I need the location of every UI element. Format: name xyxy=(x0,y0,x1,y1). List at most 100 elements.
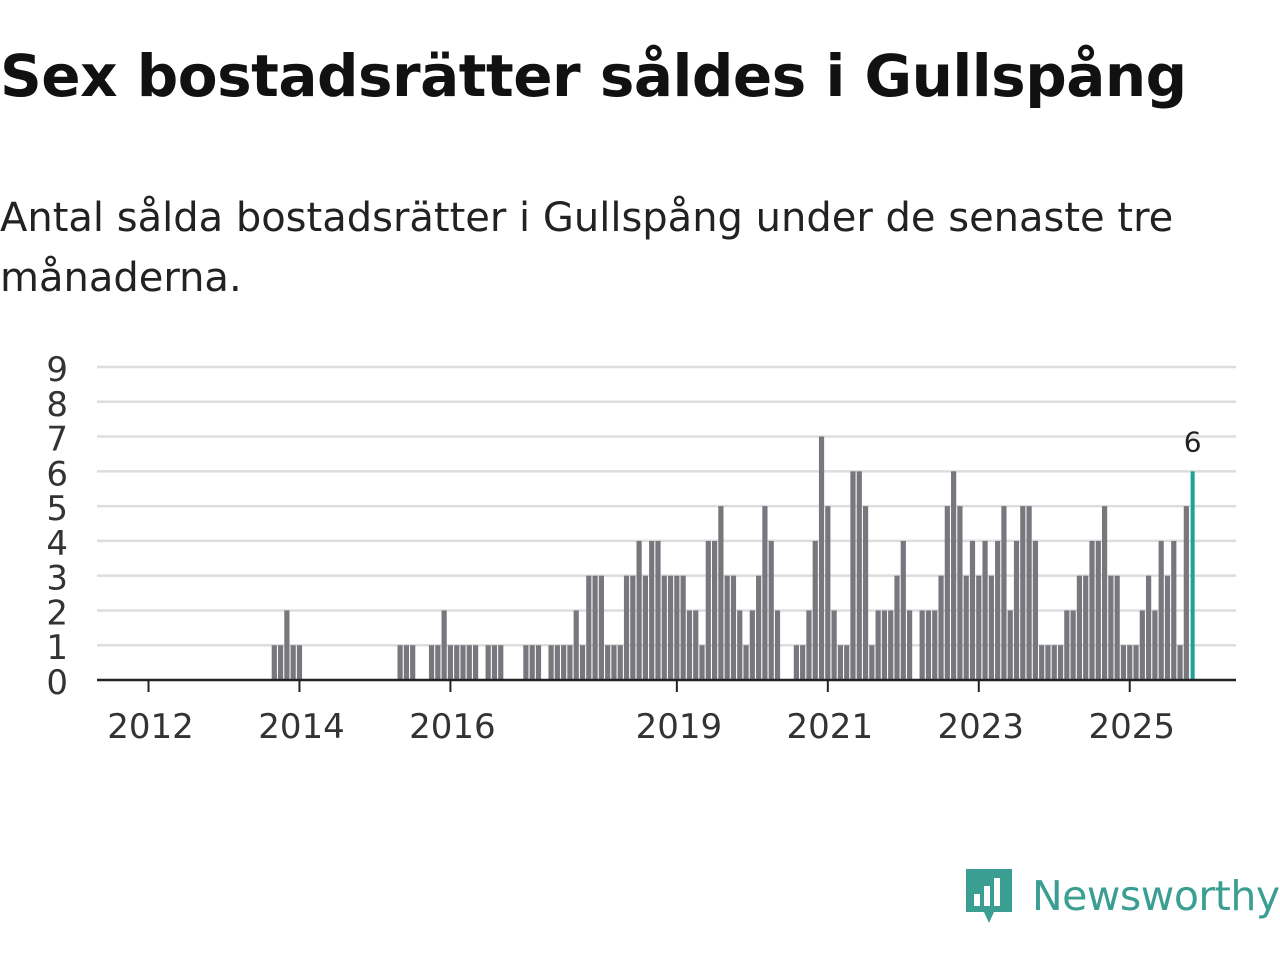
bar xyxy=(712,540,718,680)
bar xyxy=(290,645,296,680)
bar xyxy=(1076,575,1083,680)
bar xyxy=(598,575,604,680)
y-tick-label: 9 xyxy=(46,350,68,390)
bar xyxy=(818,436,825,680)
bar xyxy=(718,506,724,680)
bar xyxy=(1020,506,1026,680)
bar xyxy=(1127,645,1133,680)
bar xyxy=(554,645,560,680)
bar xyxy=(592,575,598,680)
bar xyxy=(856,471,862,680)
bar xyxy=(435,645,441,680)
bar xyxy=(1177,645,1183,680)
highlight-value-label: 6 xyxy=(1184,425,1202,458)
bar xyxy=(844,645,850,680)
bar xyxy=(1007,610,1013,680)
bar xyxy=(1026,506,1032,680)
bar xyxy=(561,645,567,680)
bar xyxy=(535,645,542,680)
brand-name: Newsworthy xyxy=(1032,872,1280,920)
bar xyxy=(1045,645,1051,680)
x-tick-label: 2023 xyxy=(938,707,1025,747)
bar xyxy=(969,540,976,680)
bar xyxy=(957,506,963,680)
bar xyxy=(642,575,649,680)
bar xyxy=(862,506,869,680)
bar xyxy=(988,575,994,680)
y-tick-label: 5 xyxy=(46,489,68,529)
bar xyxy=(1051,645,1057,680)
brand: Newsworthy xyxy=(964,866,1280,926)
bar xyxy=(743,645,749,680)
bar xyxy=(397,645,403,680)
bar xyxy=(875,610,881,680)
bar xyxy=(944,506,950,680)
bar xyxy=(768,540,774,680)
bar xyxy=(529,645,535,680)
bar xyxy=(762,506,768,680)
bar xyxy=(1101,506,1108,680)
x-tick-label: 2019 xyxy=(636,707,723,747)
bar xyxy=(906,610,913,680)
bar xyxy=(667,575,674,680)
bar xyxy=(1064,610,1070,680)
bar xyxy=(1057,645,1064,680)
bar xyxy=(982,540,988,680)
bar xyxy=(277,645,284,680)
y-tick-label: 3 xyxy=(46,559,68,599)
bar xyxy=(485,645,491,680)
bar xyxy=(837,645,843,680)
bar xyxy=(1139,610,1145,680)
bar xyxy=(454,645,460,680)
bar xyxy=(925,610,932,680)
bar xyxy=(932,610,938,680)
newsworthy-logo-icon xyxy=(966,869,1012,923)
bar xyxy=(756,575,762,680)
bar xyxy=(1152,610,1158,680)
bars xyxy=(271,436,1195,680)
bar xyxy=(793,645,799,680)
bar xyxy=(284,610,290,680)
highlight-annotation: 6 xyxy=(1184,425,1202,458)
bar xyxy=(636,540,642,680)
x-tick-label: 2016 xyxy=(409,707,496,747)
bar xyxy=(730,575,737,680)
bar xyxy=(806,610,812,680)
bar xyxy=(800,645,806,680)
bar-highlighted xyxy=(1190,471,1195,680)
bar xyxy=(1013,540,1020,680)
bar xyxy=(617,645,623,680)
bar xyxy=(693,610,699,680)
bar xyxy=(976,575,982,680)
bar xyxy=(1039,645,1045,680)
x-tick-label: 2021 xyxy=(787,707,874,747)
bar xyxy=(749,610,755,680)
bar xyxy=(460,645,466,680)
bar xyxy=(774,610,781,680)
bar xyxy=(1095,540,1101,680)
x-axis-ticks: 2012 2014 2016 2019 2021 2023 2025 xyxy=(107,680,1175,747)
bar xyxy=(894,575,900,680)
y-tick-label: 6 xyxy=(46,454,68,494)
bar xyxy=(938,575,944,680)
bar xyxy=(428,645,435,680)
y-tick-label: 4 xyxy=(46,524,68,564)
bar xyxy=(1108,575,1114,680)
chart-subtitle: Antal sålda bostadsrätter i Gullspång un… xyxy=(0,195,1174,301)
bar xyxy=(1089,540,1095,680)
bar xyxy=(271,645,277,680)
bar xyxy=(447,645,454,680)
bar xyxy=(630,575,636,680)
bar xyxy=(441,610,447,680)
chart-title: Sex bostadsrätter såldes i Gullspång xyxy=(0,42,1187,110)
bar xyxy=(850,471,856,680)
bar xyxy=(812,540,818,680)
bar xyxy=(1070,610,1076,680)
bar xyxy=(661,575,667,680)
x-tick-label: 2014 xyxy=(258,707,345,747)
bar xyxy=(611,645,617,680)
bar xyxy=(410,645,416,680)
bar xyxy=(674,575,680,680)
bar xyxy=(724,575,730,680)
